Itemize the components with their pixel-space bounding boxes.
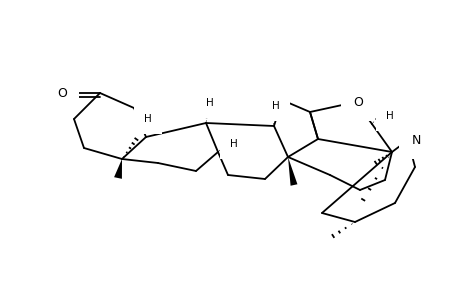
Text: H: H [230, 139, 237, 149]
Text: H: H [144, 114, 151, 124]
Text: H: H [385, 111, 393, 121]
Text: O: O [57, 86, 67, 100]
Polygon shape [287, 157, 297, 186]
Text: H: H [272, 101, 279, 111]
Text: O: O [353, 95, 362, 109]
Text: N: N [410, 134, 420, 146]
Text: H: H [206, 98, 213, 108]
Polygon shape [114, 159, 122, 179]
